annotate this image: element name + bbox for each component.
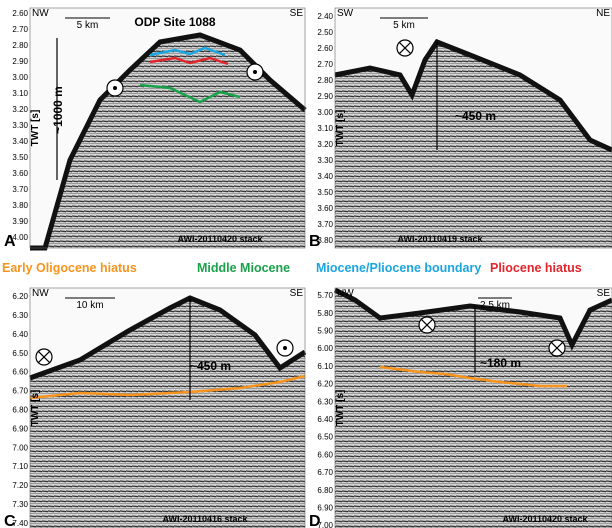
direction-right: SE — [597, 288, 611, 299]
y-tick-label: 6.50 — [12, 349, 28, 358]
y-tick-label: 6.40 — [12, 330, 28, 339]
y-tick-label: 3.90 — [12, 217, 28, 226]
y-tick-label: 2.80 — [12, 41, 28, 50]
y-tick-label: 6.20 — [317, 380, 333, 389]
y-tick-label: 6.60 — [317, 450, 333, 459]
direction-right: SE — [290, 288, 304, 299]
y-tick-label: 2.70 — [12, 25, 28, 34]
direction-left: SW — [337, 8, 354, 19]
y-tick-label: 6.70 — [12, 387, 28, 396]
y-tick-label: 3.10 — [12, 89, 28, 98]
y-tick-label: 2.80 — [317, 76, 333, 85]
y-tick-label: 2.70 — [317, 60, 333, 69]
y-tick-label: 7.00 — [12, 443, 28, 452]
annotation: ODP Site 1088 — [134, 15, 215, 29]
y-tick-label: 6.00 — [317, 344, 333, 353]
y-tick-label: 6.80 — [12, 406, 28, 415]
direction-right: SE — [290, 8, 304, 19]
figure: 2.60 2.70 2.80 2.90 3.00 3.10 3.20 3.30 3.40 3.50… — [0, 0, 612, 528]
y-tick-label: 6.70 — [317, 468, 333, 477]
y-tick-label: 6.10 — [317, 362, 333, 371]
axis-label: TWT [s] — [30, 110, 41, 147]
panel-letter: C — [4, 513, 16, 528]
y-tick-label: 7.30 — [12, 500, 28, 509]
y-tick-label: 3.40 — [12, 137, 28, 146]
y-tick-label: 5.70 — [317, 291, 333, 300]
y-tick-label: 3.30 — [317, 156, 333, 165]
panel-letter: D — [309, 513, 321, 528]
y-tick-label: 3.20 — [12, 105, 28, 114]
scale-label: 2.5 km — [480, 300, 510, 311]
y-tick-label: 7.20 — [12, 481, 28, 490]
scale-label: 5 km — [393, 20, 415, 31]
y-tick-label: 2.60 — [317, 44, 333, 53]
direction-left: NW — [32, 8, 49, 19]
legend-entry: Early Oligocene hiatus — [2, 261, 137, 275]
direction-symbol-dot — [283, 346, 287, 350]
y-tick-label: 3.70 — [12, 185, 28, 194]
y-tick-label: 3.30 — [12, 121, 28, 130]
y-tick-label: 6.40 — [317, 415, 333, 424]
y-tick-label: 6.80 — [317, 486, 333, 495]
legend-entry: Pliocene hiatus — [490, 261, 582, 275]
y-tick-label: 2.90 — [12, 57, 28, 66]
y-tick-label: 6.90 — [12, 424, 28, 433]
direction-symbol-dot — [253, 70, 257, 74]
axis-label: TWT [s] — [335, 390, 346, 427]
annotation: ~450 m — [455, 109, 496, 123]
y-tick-label: 3.80 — [12, 201, 28, 210]
y-tick-label: 3.00 — [317, 108, 333, 117]
direction-left: NW — [32, 288, 49, 299]
direction-left: NW — [337, 288, 354, 299]
y-tick-label: 3.20 — [317, 140, 333, 149]
y-tick-label: 3.60 — [12, 169, 28, 178]
direction-right: NE — [596, 8, 610, 19]
stack-label: AWI-20110420 stack — [177, 234, 263, 244]
y-tick-label: 3.50 — [12, 153, 28, 162]
y-tick-label: 3.70 — [317, 220, 333, 229]
y-tick-label: 6.30 — [317, 397, 333, 406]
axis-label: TWT [s] — [30, 390, 41, 427]
stack-label: AWI-20110419 stack — [397, 234, 483, 244]
y-tick-label: 7.10 — [12, 462, 28, 471]
y-tick-label: 6.20 — [12, 292, 28, 301]
annotation: ~1000 m — [51, 86, 65, 134]
y-tick-label: 6.50 — [317, 433, 333, 442]
annotation: ~180 m — [480, 356, 521, 370]
y-tick-label: 5.80 — [317, 309, 333, 318]
y-tick-label: 6.30 — [12, 311, 28, 320]
axis-label: TWT [s] — [335, 110, 346, 147]
panel-letter: A — [4, 233, 16, 250]
y-tick-label: 3.00 — [12, 73, 28, 82]
y-tick-label: 6.60 — [12, 368, 28, 377]
annotation: ~450 m — [190, 359, 231, 373]
scale-label: 10 km — [76, 300, 103, 311]
y-tick-label: 2.50 — [317, 28, 333, 37]
y-tick-label: 2.90 — [317, 92, 333, 101]
direction-symbol-dot — [113, 86, 117, 90]
y-tick-label: 2.60 — [12, 9, 28, 18]
stack-label: AWI-20110420 stack — [502, 514, 588, 524]
y-tick-label: 6.90 — [317, 504, 333, 513]
y-tick-label: 3.50 — [317, 188, 333, 197]
scale-label: 5 km — [77, 20, 99, 31]
stack-label: AWI-20110416 stack — [162, 514, 248, 524]
y-tick-label: 3.10 — [317, 124, 333, 133]
panel-letter: B — [309, 233, 321, 250]
legend-entry: Miocene/Pliocene boundary — [316, 261, 481, 275]
y-tick-label: 3.40 — [317, 172, 333, 181]
y-tick-label: 3.60 — [317, 204, 333, 213]
legend-entry: Middle Miocene — [197, 261, 290, 275]
y-tick-label: 2.40 — [317, 12, 333, 21]
y-tick-label: 5.90 — [317, 327, 333, 336]
